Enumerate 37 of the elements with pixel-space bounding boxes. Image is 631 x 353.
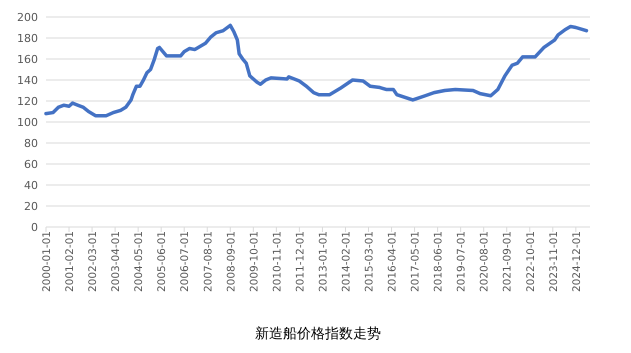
y-tick-label: 0 bbox=[31, 221, 38, 234]
x-tick-label: 2001-02-01 bbox=[64, 231, 76, 292]
text: 新造船价格指数走势 bbox=[255, 326, 381, 342]
x-tick-label: 2008-09-01 bbox=[225, 231, 238, 292]
x-tick-label: 2019-07-01 bbox=[456, 231, 468, 292]
x-tick-label: 2000-01-01 bbox=[41, 231, 53, 292]
x-tick-label: 2022-10-01 bbox=[524, 231, 537, 292]
y-tick-label: 120 bbox=[17, 95, 38, 108]
x-tick-label: 2009-10-01 bbox=[248, 231, 260, 292]
x-tick-label: 2014-02-01 bbox=[340, 231, 352, 292]
x-tick-label: 2018-06-01 bbox=[432, 231, 445, 292]
x-tick-label: 2024-12-01 bbox=[570, 231, 583, 292]
x-tick-label: 2004-05-01 bbox=[133, 231, 146, 292]
x-tick-label: 2010-11-01 bbox=[271, 231, 284, 292]
x-tick-label: 2021-09-01 bbox=[502, 231, 514, 292]
y-tick-label: 100 bbox=[17, 116, 38, 129]
x-tick-label: 2006-07-01 bbox=[179, 231, 192, 292]
x-tick-label: 2017-05-01 bbox=[410, 231, 422, 292]
y-tick-label: 20 bbox=[24, 200, 38, 213]
y-tick-label: 180 bbox=[17, 32, 38, 45]
x-tick-label: 2003-04-01 bbox=[110, 231, 122, 292]
y-tick-label: 140 bbox=[17, 74, 38, 87]
x-tick-label: 2023-11-01 bbox=[548, 231, 560, 292]
x-tick-label: 2007-08-01 bbox=[202, 231, 214, 292]
y-tick-label: 160 bbox=[17, 53, 38, 66]
line-series bbox=[44, 24, 588, 118]
y-tick-label: 200 bbox=[17, 11, 38, 24]
x-tick-label: 2002-03-01 bbox=[87, 231, 100, 292]
y-tick-label: 80 bbox=[24, 137, 38, 150]
x-tick-label: 2015-03-01 bbox=[364, 231, 376, 292]
x-tick-label: 2013-01-01 bbox=[317, 231, 330, 292]
x-tick-label: 2016-04-01 bbox=[386, 231, 399, 292]
y-tick-label: 60 bbox=[24, 158, 38, 171]
x-tick-label: 2005-06-01 bbox=[156, 231, 168, 292]
x-tick-label: 2011-12-01 bbox=[294, 231, 306, 292]
y-tick-label: 40 bbox=[24, 179, 38, 192]
x-tick-label: 2020-08-01 bbox=[478, 231, 491, 292]
